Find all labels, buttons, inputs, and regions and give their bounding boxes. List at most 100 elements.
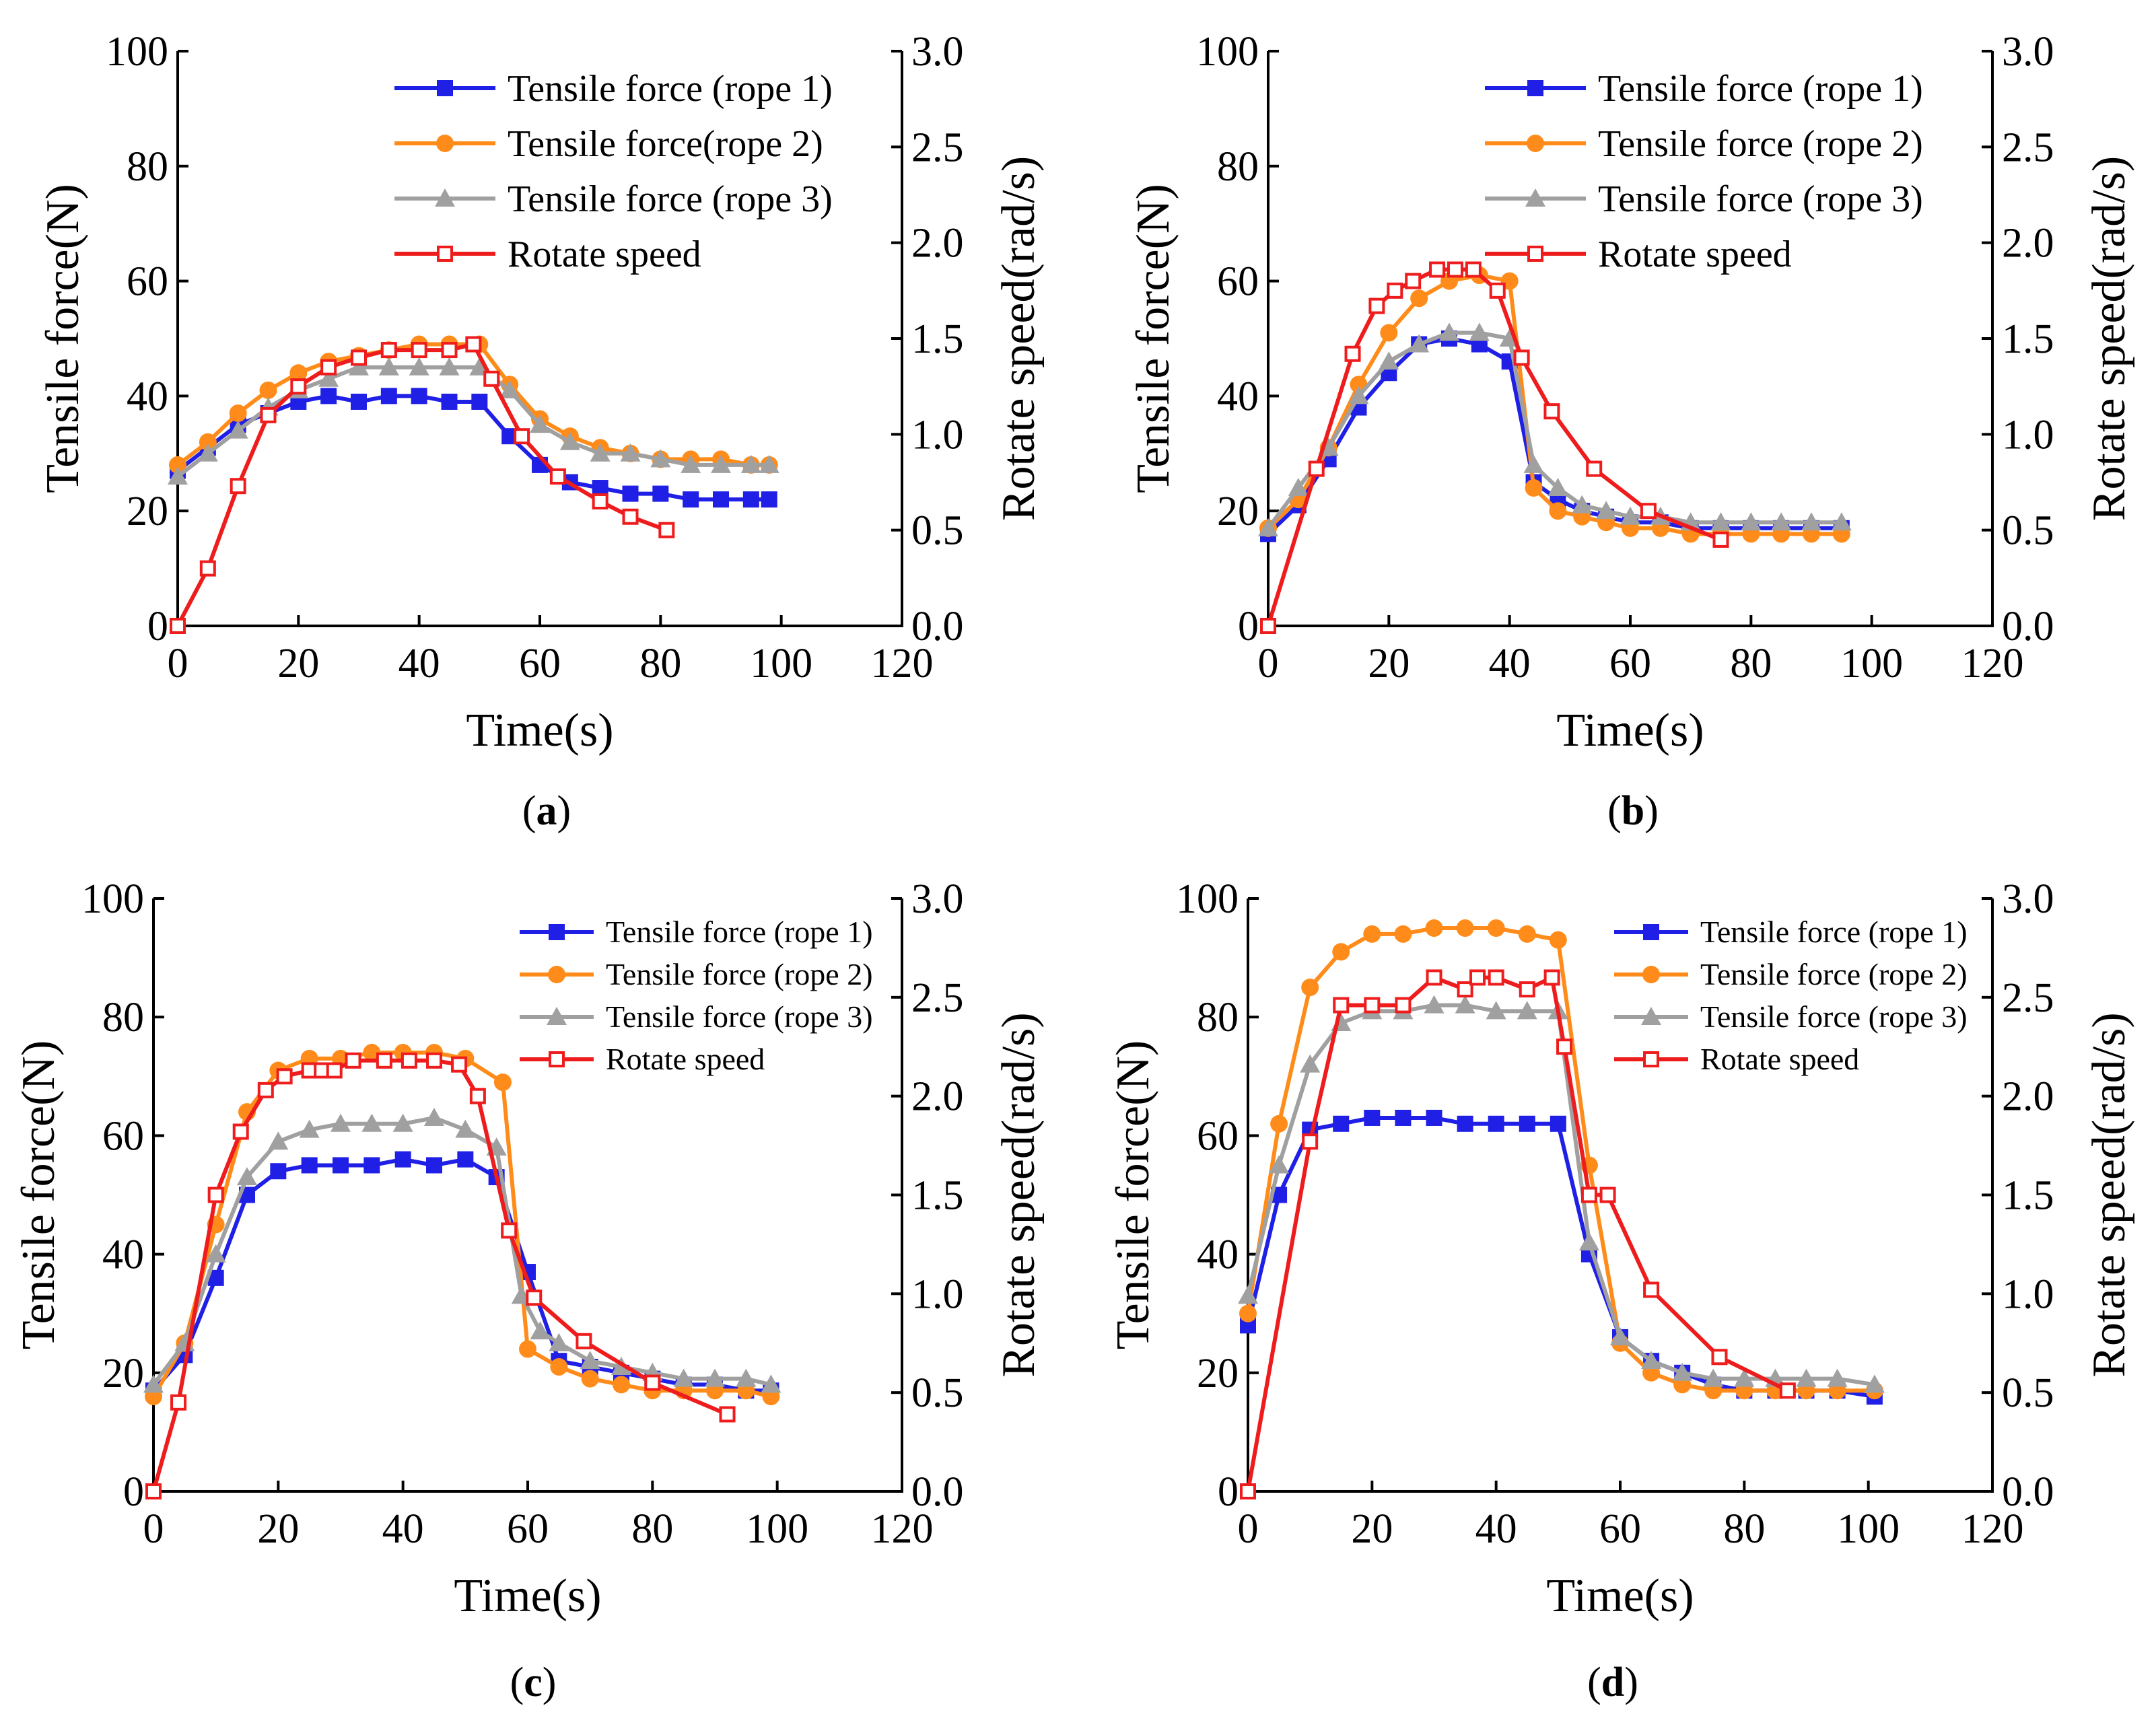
y2-tick-label: 2.0 — [2002, 221, 2054, 267]
data-point — [1288, 478, 1309, 497]
data-point — [742, 491, 759, 508]
x-tick-label: 40 — [382, 1506, 424, 1552]
x-axis-title: Time(s) — [454, 1570, 601, 1622]
data-point — [736, 1368, 757, 1387]
data-point — [349, 357, 369, 376]
data-point — [326, 1062, 343, 1079]
data-point — [230, 478, 246, 495]
data-point — [576, 1333, 592, 1349]
y-tick-label: 40 — [1197, 1232, 1239, 1278]
y-tick-label: 0 — [1238, 604, 1259, 649]
legend-label: Tensile force (rope 3) — [508, 178, 833, 220]
y-tick-label: 60 — [1197, 1113, 1239, 1159]
data-point — [1270, 1115, 1288, 1133]
x-tick-label: 120 — [871, 641, 934, 686]
data-point — [145, 1483, 162, 1499]
y2-tick-label: 2.5 — [2002, 125, 2054, 170]
data-point — [1457, 981, 1473, 998]
data-point — [1439, 322, 1459, 341]
y-tick-label: 40 — [127, 374, 168, 419]
data-point — [1426, 1109, 1442, 1126]
x-tick-label: 40 — [1489, 641, 1531, 686]
y-tick-label: 0 — [123, 1469, 144, 1515]
chart-panel-b: 0 20 40 60 80 100 120 0 20 40 60 80 100 0.0 0.5 1.0 1.5 2… — [1127, 29, 2135, 834]
data-point — [658, 522, 675, 538]
x-tick-label: 100 — [746, 1506, 808, 1552]
y2-tick-label: 2.5 — [2002, 975, 2054, 1021]
data-point — [1741, 512, 1762, 531]
chart-panel-a: 0 20 40 60 80 100 120 0 20 40 60 80 100 0.0 0.5 1.0 1.5 2… — [37, 29, 1045, 834]
y-tick-label: 20 — [127, 489, 168, 534]
data-point — [276, 1068, 293, 1085]
data-point — [483, 370, 500, 387]
data-point — [683, 491, 699, 508]
data-point — [1344, 345, 1361, 362]
y-axis-title: Tensile force(N) — [1107, 1040, 1159, 1350]
data-point — [268, 1131, 289, 1150]
legend-label: Tensile force (rope 1) — [1598, 68, 1923, 110]
data-point — [228, 420, 248, 439]
data-point — [1380, 324, 1398, 342]
data-point — [1572, 495, 1593, 514]
data-point — [1620, 506, 1640, 525]
data-point — [361, 1113, 382, 1132]
data-point — [1549, 931, 1567, 949]
x-tick-label: 80 — [1730, 641, 1772, 686]
data-point — [1796, 1368, 1817, 1387]
data-point — [376, 1052, 392, 1069]
data-point — [592, 493, 608, 509]
data-point — [197, 443, 218, 462]
x-tick-label: 0 — [1258, 641, 1279, 686]
data-point — [622, 508, 639, 525]
y2-tick-label: 1.5 — [2002, 1173, 2054, 1219]
x-tick-label: 80 — [1723, 1506, 1765, 1552]
y2-tick-label: 1.5 — [911, 316, 964, 362]
data-point — [1672, 1362, 1693, 1381]
y2-tick-label: 0.5 — [2002, 1370, 2054, 1416]
data-point — [1302, 1133, 1319, 1150]
x-tick-label: 100 — [1837, 1506, 1900, 1552]
data-point — [1556, 1038, 1573, 1055]
data-point — [549, 468, 566, 485]
data-point — [1363, 925, 1381, 943]
data-point — [289, 364, 308, 382]
legend: Tensile force (rope 1) Tensile force (rop… — [1485, 68, 1923, 275]
y2-tick-label: 0.0 — [2002, 604, 2054, 649]
data-point — [1240, 1483, 1256, 1499]
x-tick-label: 0 — [143, 1506, 164, 1552]
data-point — [1488, 1115, 1504, 1132]
y2-tick-label: 2.0 — [911, 1074, 964, 1120]
data-point — [1429, 261, 1446, 278]
data-point — [1333, 1115, 1350, 1132]
legend-marker — [1641, 1007, 1661, 1025]
data-point — [681, 454, 701, 473]
series-3 — [143, 1107, 781, 1393]
data-point — [331, 1113, 351, 1132]
x-tick-label: 60 — [1599, 1506, 1641, 1552]
data-point — [759, 454, 779, 473]
legend-marker — [549, 1051, 565, 1067]
legend-marker — [547, 1007, 567, 1025]
data-point — [1549, 502, 1567, 520]
data-point — [530, 415, 550, 433]
data-point — [392, 1113, 413, 1132]
data-point — [1643, 1281, 1660, 1298]
series-1 — [170, 388, 777, 508]
data-point — [580, 1351, 600, 1370]
data-point — [499, 380, 520, 398]
series-line — [1246, 1115, 1875, 1399]
legend-label: Tensile force (rope 1) — [508, 68, 833, 110]
data-point — [1771, 512, 1792, 531]
x-axis-title: Time(s) — [1556, 705, 1704, 756]
data-point — [1489, 282, 1506, 299]
data-point — [1550, 1115, 1566, 1132]
y-tick-label: 100 — [1176, 876, 1239, 922]
series-1 — [1240, 1109, 1883, 1405]
data-point — [290, 378, 307, 395]
data-point — [1348, 386, 1369, 404]
data-point — [229, 404, 247, 423]
series-2 — [145, 1044, 780, 1406]
y2-tick-label: 0.5 — [2002, 508, 2054, 554]
data-point — [1578, 1232, 1599, 1250]
legend-label: Tensile force (rope 3) — [606, 999, 873, 1034]
